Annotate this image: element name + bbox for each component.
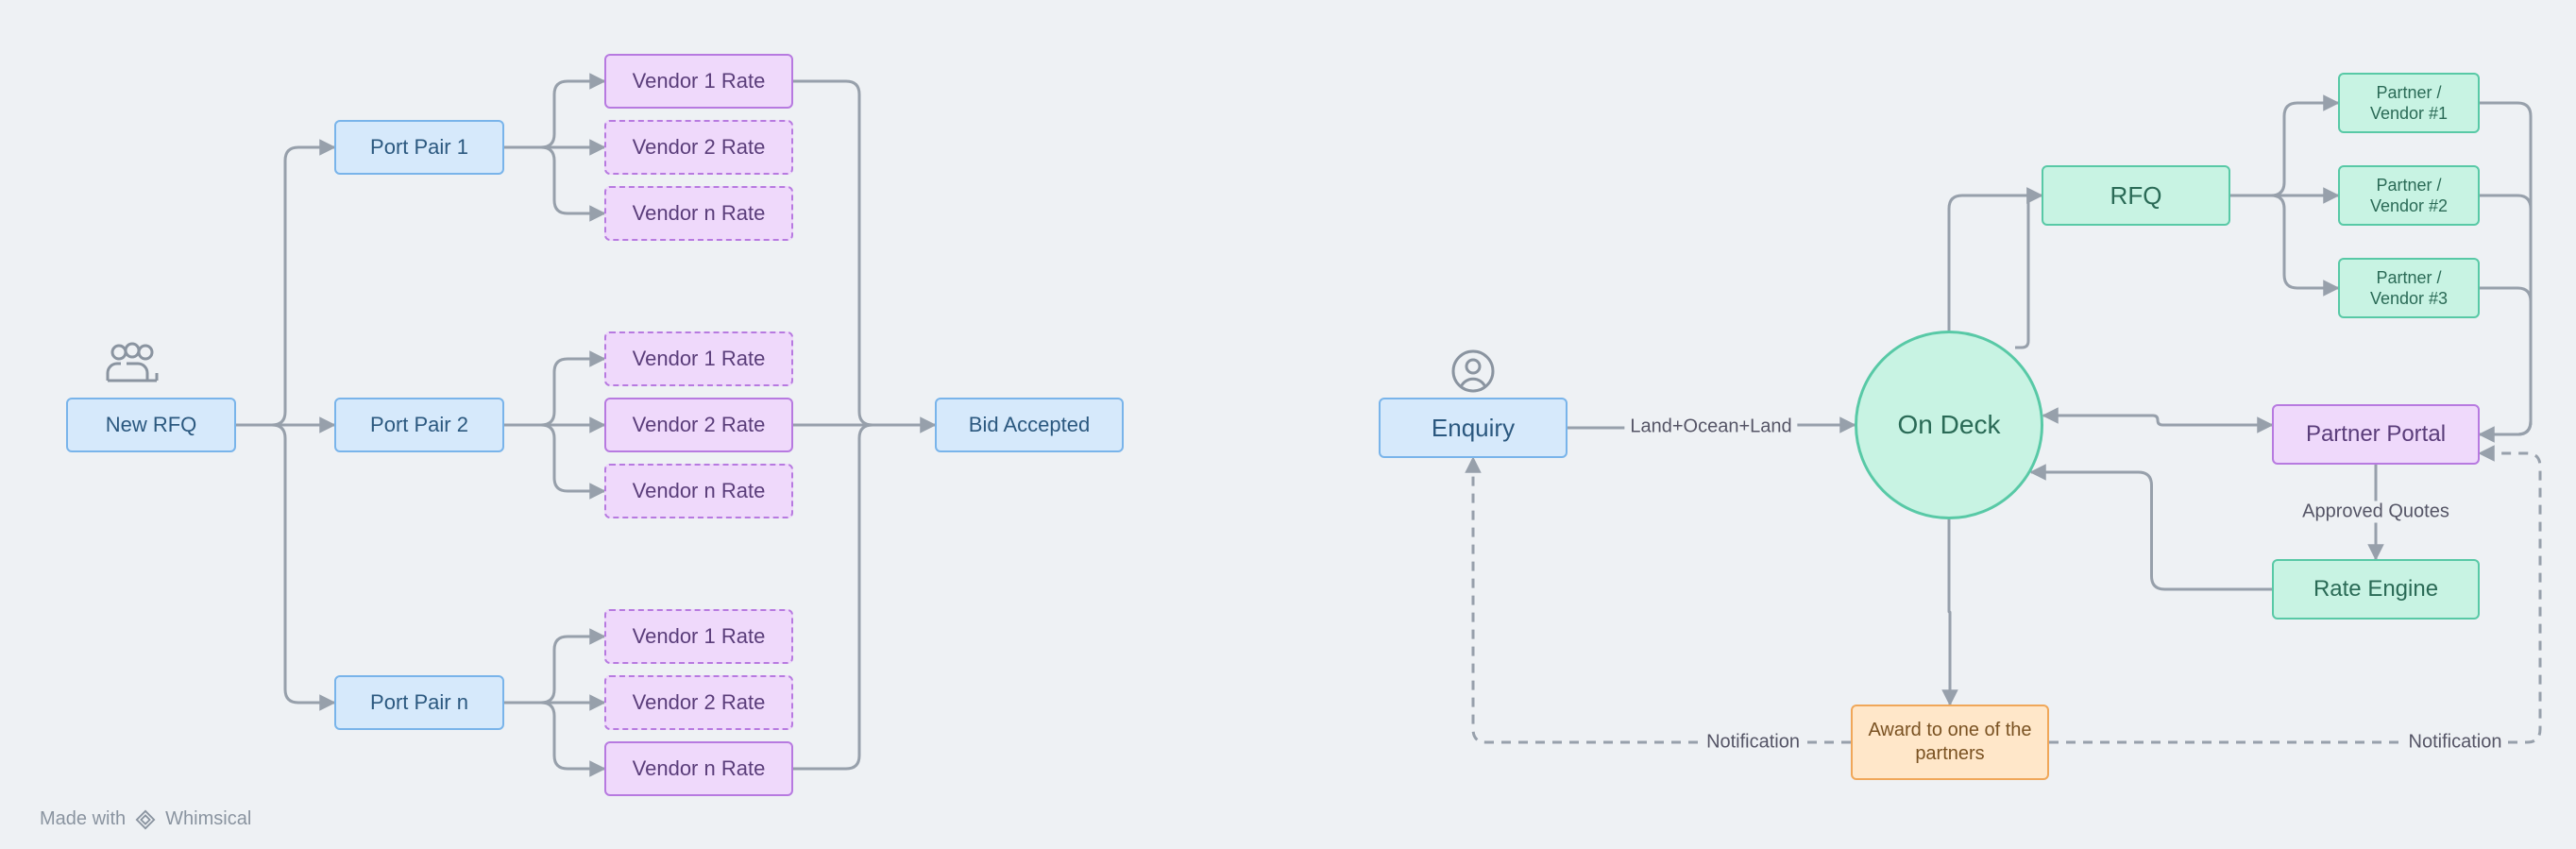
edge-label-award-portal: Notification bbox=[2403, 732, 2508, 754]
edge-label-enquiry-ondeck: Land+Ocean+Land bbox=[1624, 416, 1797, 437]
node-ppn: Port Pair n bbox=[334, 675, 504, 730]
edge-ondeck-rfq2 bbox=[2015, 195, 2042, 348]
node-bid: Bid Accepted bbox=[935, 398, 1124, 452]
node-v3b: Vendor 2 Rate bbox=[604, 675, 793, 730]
node-pp2: Port Pair 2 bbox=[334, 398, 504, 452]
edge-ppn-v3c bbox=[504, 703, 604, 769]
node-v3c: Vendor n Rate bbox=[604, 741, 793, 796]
edge-pv1-portal bbox=[2480, 103, 2531, 434]
node-v1b: Vendor 2 Rate bbox=[604, 120, 793, 175]
edge-rateeng-ondeck bbox=[2031, 472, 2272, 589]
made-with-text: Made with bbox=[40, 808, 126, 830]
edge-pp1-v1c bbox=[504, 147, 604, 213]
whimsical-icon bbox=[135, 809, 156, 830]
node-pv2: Partner / Vendor #2 bbox=[2338, 165, 2480, 226]
edge-label-award-enquiry: Notification bbox=[1701, 732, 1805, 754]
node-pp1: Port Pair 1 bbox=[334, 120, 504, 175]
edge-v1a-bid bbox=[793, 81, 935, 425]
node-enquiry: Enquiry bbox=[1379, 398, 1568, 458]
edge-label-portal-rateeng: Approved Quotes bbox=[2296, 501, 2455, 523]
edge-pp1-v1a bbox=[504, 81, 604, 147]
edge-award-enquiry bbox=[1473, 458, 1851, 742]
node-rfq2: RFQ bbox=[2042, 165, 2230, 226]
edge-v3c-bid bbox=[793, 425, 935, 769]
edge-ondeck-award bbox=[1949, 519, 1950, 705]
edge-rfq2-pv1 bbox=[2230, 103, 2338, 195]
edge-rfq2-pv3 bbox=[2230, 195, 2338, 288]
node-ondeck: On Deck bbox=[1855, 331, 2043, 519]
node-portal: Partner Portal bbox=[2272, 404, 2480, 465]
user-icon bbox=[1451, 349, 1495, 393]
made-with-footer: Made with Whimsical bbox=[40, 808, 251, 830]
node-v2b: Vendor 2 Rate bbox=[604, 398, 793, 452]
edge-pv2-portal bbox=[2480, 195, 2531, 434]
edge-portal-ondeck bbox=[2043, 416, 2272, 425]
edge-ppn-v3a bbox=[504, 637, 604, 703]
edge-new_rfq-ppn bbox=[236, 425, 334, 703]
node-v1a: Vendor 1 Rate bbox=[604, 54, 793, 109]
node-v3a: Vendor 1 Rate bbox=[604, 609, 793, 664]
node-pv3: Partner / Vendor #3 bbox=[2338, 258, 2480, 318]
edge-new_rfq-pp1 bbox=[236, 147, 334, 425]
group-icon bbox=[102, 340, 162, 387]
node-v2c: Vendor n Rate bbox=[604, 464, 793, 518]
node-new_rfq: New RFQ bbox=[66, 398, 236, 452]
tool-name: Whimsical bbox=[165, 808, 251, 830]
edge-pp2-v2c bbox=[504, 425, 604, 491]
node-v1c: Vendor n Rate bbox=[604, 186, 793, 241]
node-v2a: Vendor 1 Rate bbox=[604, 331, 793, 386]
node-award: Award to one of the partners bbox=[1851, 705, 2049, 780]
node-pv1: Partner / Vendor #1 bbox=[2338, 73, 2480, 133]
edge-pp2-v2a bbox=[504, 359, 604, 425]
node-rateeng: Rate Engine bbox=[2272, 559, 2480, 620]
edge-pv3-portal bbox=[2480, 288, 2531, 434]
